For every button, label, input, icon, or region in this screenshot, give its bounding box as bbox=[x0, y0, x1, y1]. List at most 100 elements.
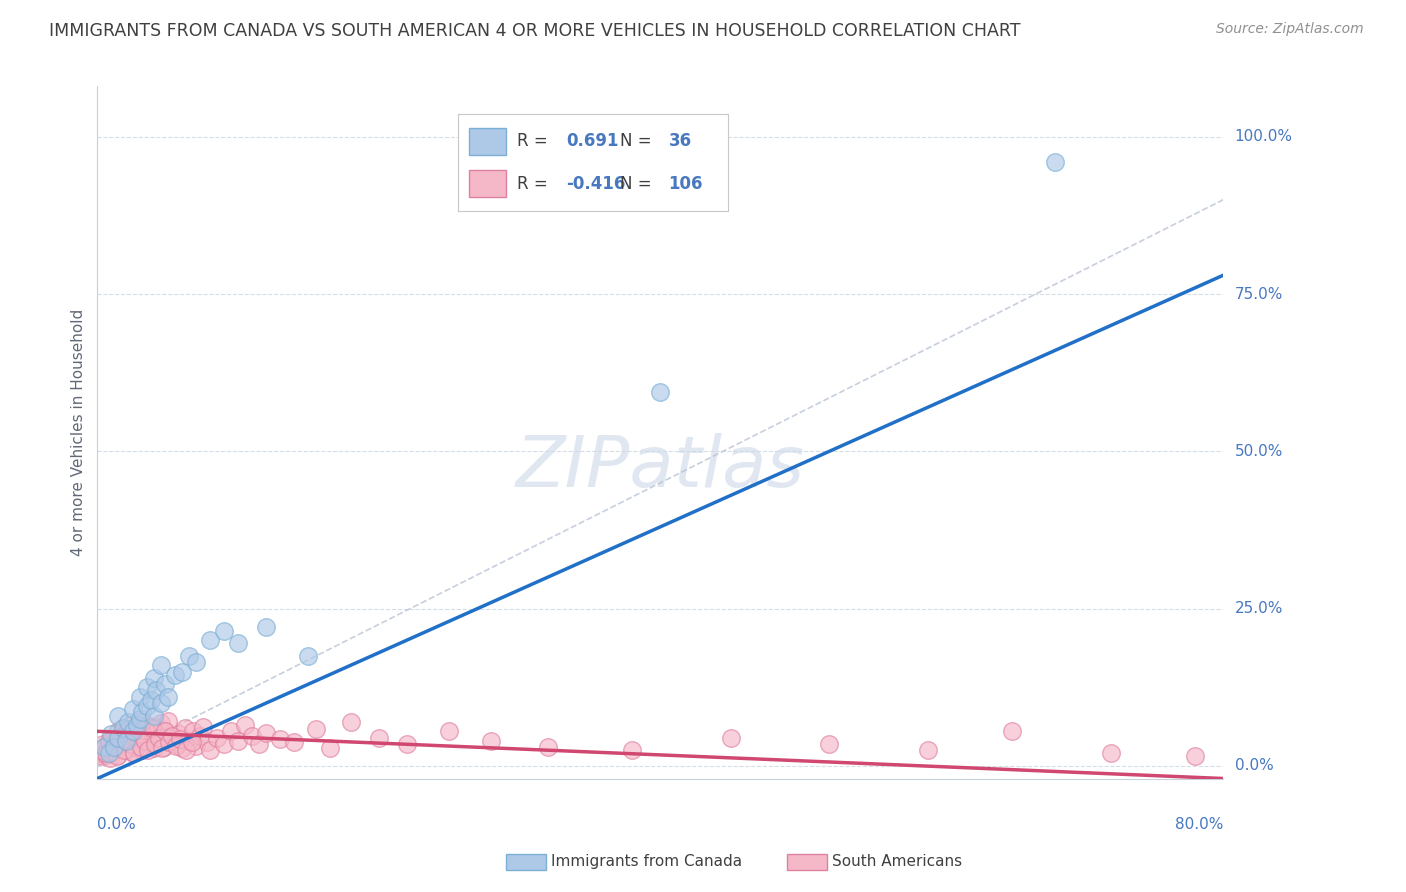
Point bbox=[139, 693, 162, 707]
Point bbox=[104, 731, 127, 745]
Point bbox=[97, 747, 120, 761]
Point bbox=[107, 708, 129, 723]
Point bbox=[439, 724, 461, 739]
Point bbox=[107, 747, 129, 762]
Point bbox=[108, 739, 131, 753]
Point bbox=[177, 648, 200, 663]
Point bbox=[93, 739, 115, 754]
Point bbox=[153, 724, 176, 739]
Point bbox=[156, 714, 179, 728]
Point bbox=[107, 724, 129, 739]
Point bbox=[122, 747, 145, 761]
Point bbox=[283, 735, 305, 749]
Point bbox=[181, 724, 204, 739]
Y-axis label: 4 or more Vehicles in Household: 4 or more Vehicles in Household bbox=[72, 309, 86, 556]
Point bbox=[138, 733, 160, 747]
Point bbox=[195, 735, 218, 749]
Point bbox=[191, 720, 214, 734]
Point bbox=[128, 735, 150, 749]
Point bbox=[136, 743, 159, 757]
Point bbox=[1099, 747, 1122, 761]
Point bbox=[212, 737, 235, 751]
Point bbox=[153, 724, 176, 739]
Point bbox=[219, 724, 242, 739]
Point bbox=[94, 747, 117, 761]
Point bbox=[139, 724, 162, 739]
Point bbox=[720, 731, 742, 745]
Point bbox=[135, 718, 157, 732]
Point bbox=[128, 690, 150, 704]
Point bbox=[135, 739, 157, 753]
Text: Source: ZipAtlas.com: Source: ZipAtlas.com bbox=[1216, 22, 1364, 37]
Point bbox=[135, 699, 157, 714]
Point bbox=[125, 726, 148, 740]
Point bbox=[156, 735, 179, 749]
Point bbox=[120, 737, 142, 751]
Point bbox=[233, 718, 256, 732]
Point bbox=[107, 731, 129, 745]
Point bbox=[184, 655, 207, 669]
Point bbox=[198, 633, 221, 648]
Point bbox=[395, 737, 418, 751]
Point bbox=[149, 732, 172, 747]
Point bbox=[145, 737, 167, 751]
Point bbox=[131, 706, 153, 720]
Text: 0.0%: 0.0% bbox=[97, 817, 136, 832]
Text: 100.0%: 100.0% bbox=[1234, 129, 1292, 145]
Point bbox=[226, 636, 249, 650]
Point bbox=[100, 727, 122, 741]
Point bbox=[149, 658, 172, 673]
Point bbox=[917, 743, 939, 757]
Point bbox=[818, 737, 841, 751]
Point bbox=[117, 714, 139, 729]
Point bbox=[146, 720, 169, 734]
Point bbox=[254, 620, 277, 634]
Point bbox=[173, 721, 195, 735]
Text: South Americans: South Americans bbox=[832, 855, 963, 869]
Point bbox=[124, 739, 146, 754]
Text: IMMIGRANTS FROM CANADA VS SOUTH AMERICAN 4 OR MORE VEHICLES IN HOUSEHOLD CORRELA: IMMIGRANTS FROM CANADA VS SOUTH AMERICAN… bbox=[49, 22, 1021, 40]
Text: 50.0%: 50.0% bbox=[1234, 444, 1282, 458]
Point bbox=[367, 731, 389, 745]
Point bbox=[269, 732, 291, 747]
Point bbox=[1184, 749, 1206, 764]
Point bbox=[128, 712, 150, 726]
Point bbox=[110, 731, 132, 745]
Point bbox=[537, 739, 560, 754]
Point bbox=[174, 743, 197, 757]
Point bbox=[115, 724, 138, 739]
Point bbox=[103, 741, 125, 756]
Point bbox=[90, 749, 112, 764]
Point bbox=[157, 735, 180, 749]
Point bbox=[188, 729, 211, 743]
Text: Immigrants from Canada: Immigrants from Canada bbox=[551, 855, 742, 869]
Point bbox=[131, 743, 153, 757]
Point bbox=[121, 724, 143, 739]
Point bbox=[142, 727, 165, 741]
Point bbox=[97, 733, 120, 747]
Point bbox=[111, 735, 134, 749]
Point bbox=[96, 743, 118, 757]
Point bbox=[129, 739, 152, 754]
Point bbox=[121, 732, 143, 747]
Point bbox=[1043, 154, 1066, 169]
Point bbox=[94, 747, 117, 762]
Point bbox=[112, 743, 135, 757]
Text: 80.0%: 80.0% bbox=[1175, 817, 1223, 832]
Point bbox=[114, 743, 136, 757]
Point bbox=[156, 690, 179, 704]
Point bbox=[1001, 724, 1024, 739]
Text: 75.0%: 75.0% bbox=[1234, 286, 1282, 301]
Point bbox=[111, 721, 134, 735]
Point bbox=[111, 721, 134, 735]
Point bbox=[169, 732, 191, 747]
Point bbox=[150, 741, 173, 756]
Point bbox=[184, 739, 207, 753]
Point bbox=[142, 708, 165, 723]
Point bbox=[297, 648, 319, 663]
Point bbox=[247, 737, 270, 751]
Point bbox=[103, 739, 125, 754]
Point bbox=[89, 747, 111, 761]
Text: 0.0%: 0.0% bbox=[1234, 758, 1274, 773]
Point bbox=[135, 680, 157, 694]
